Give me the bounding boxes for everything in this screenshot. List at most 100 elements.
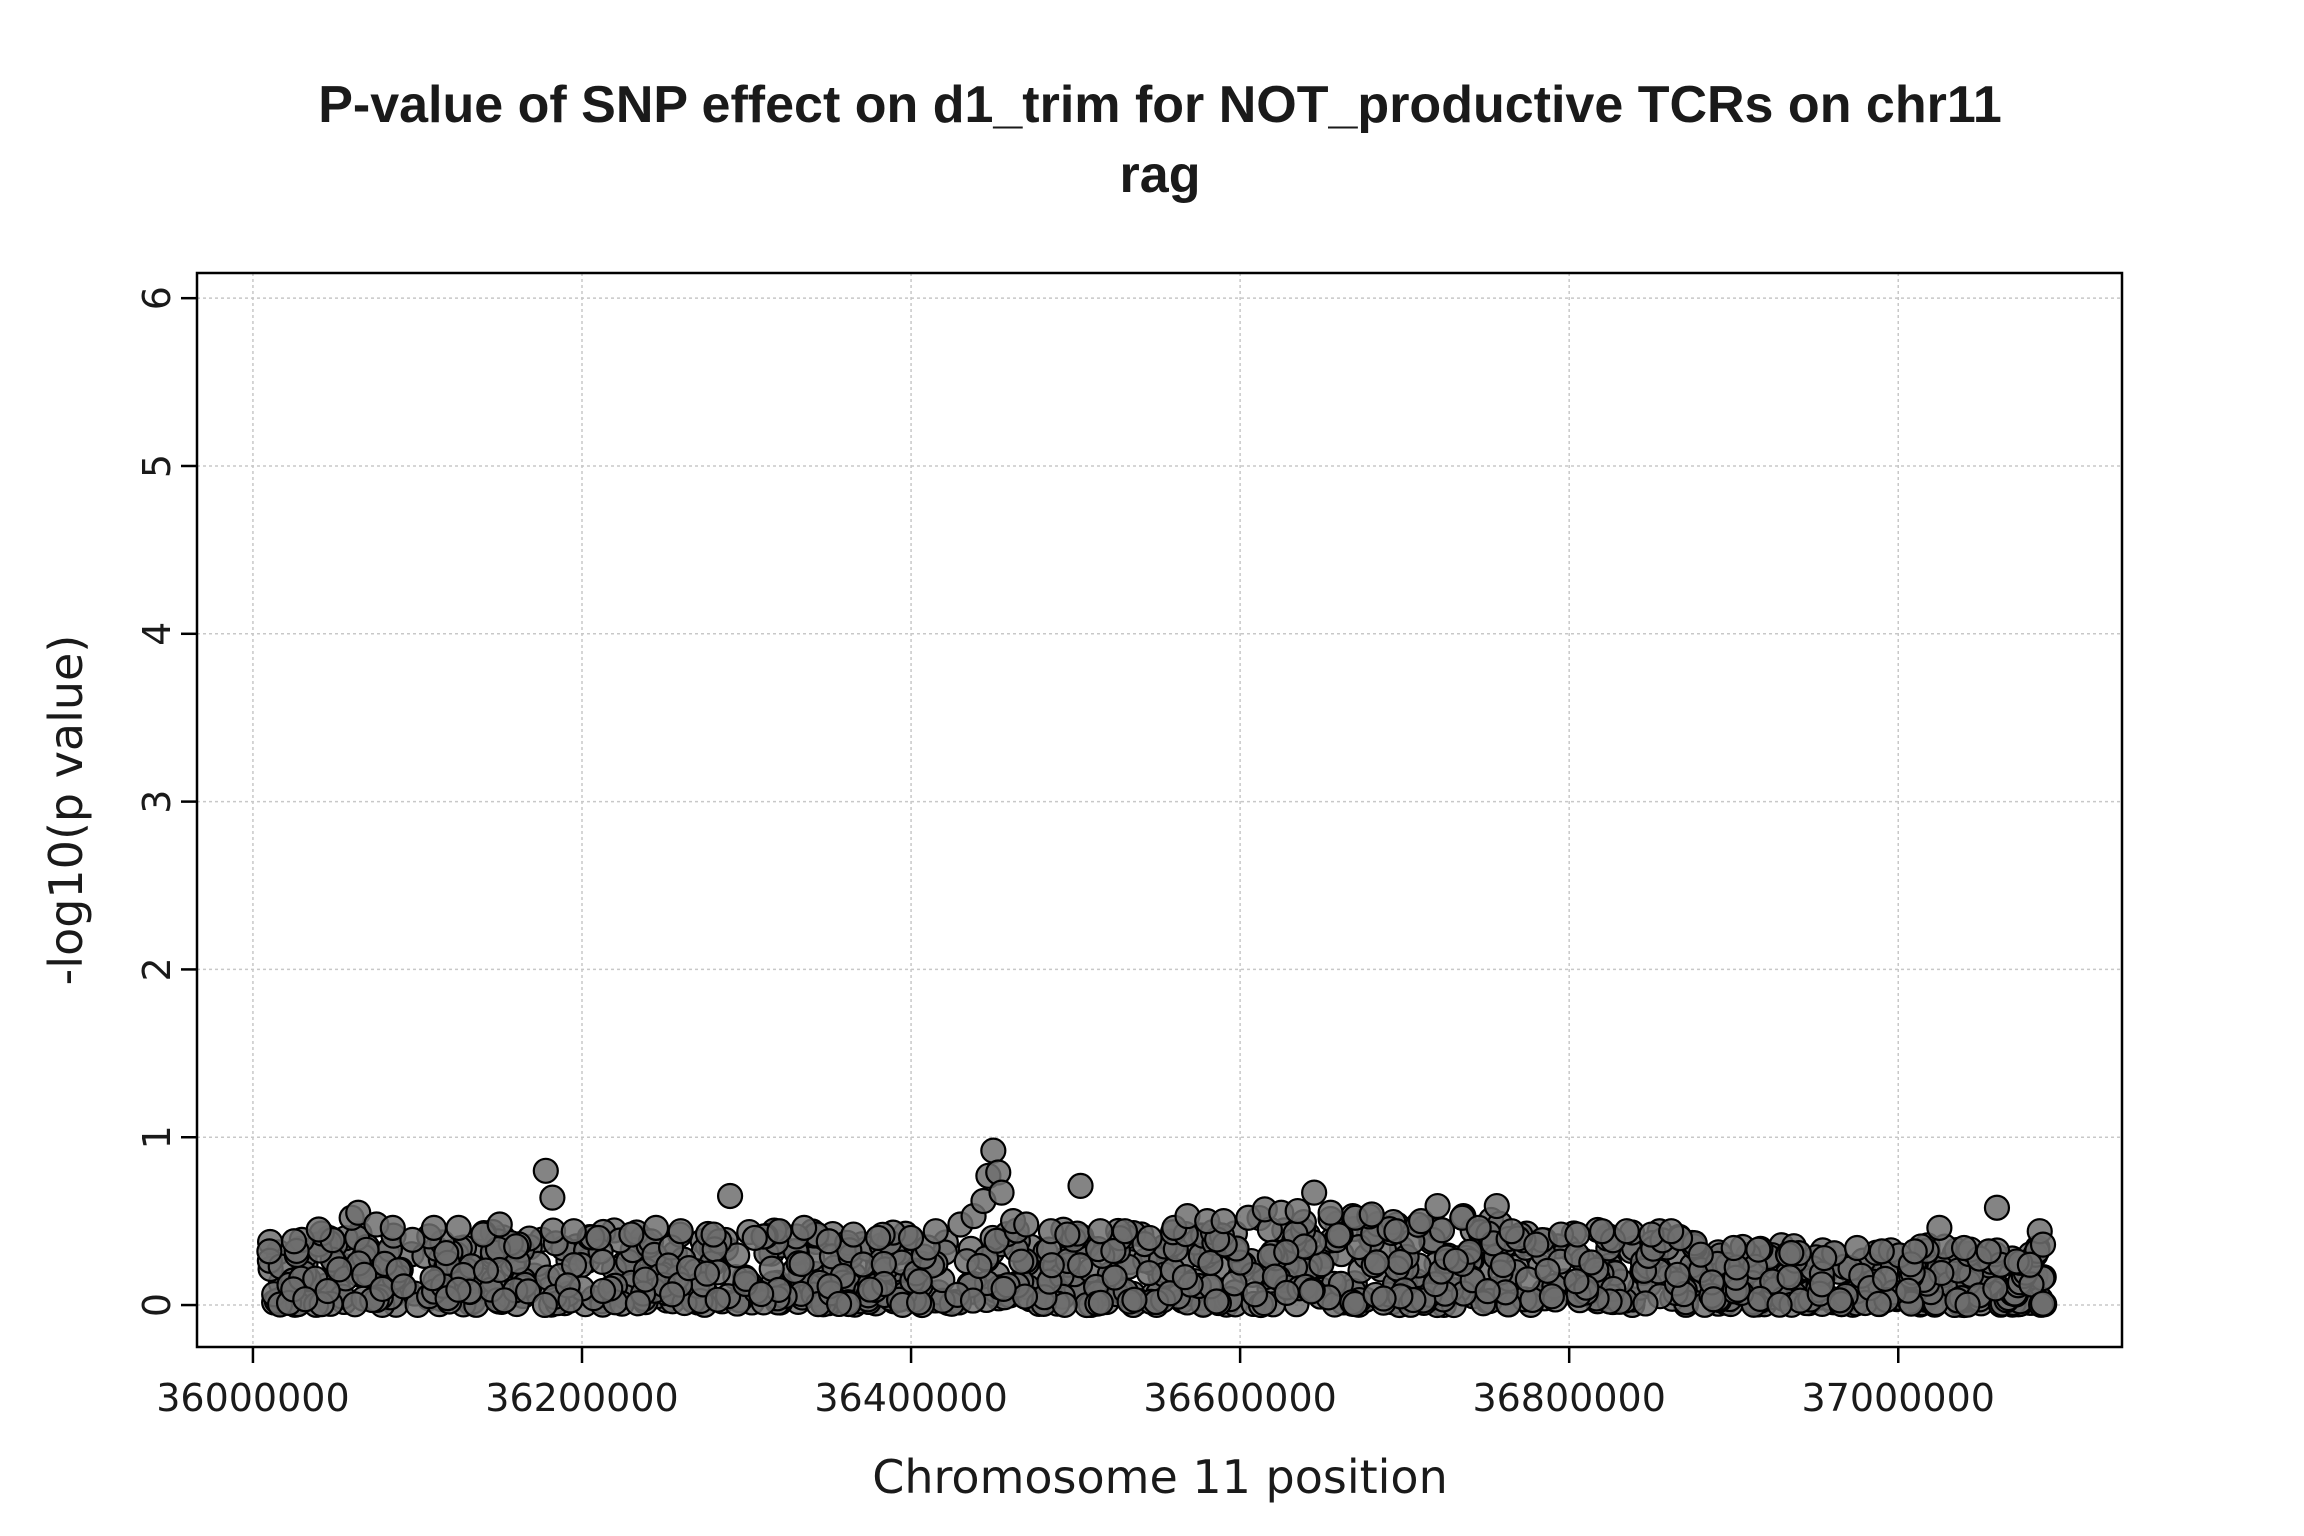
data-point xyxy=(379,1214,406,1241)
data-point xyxy=(486,1211,513,1238)
y-tick-label: 6 xyxy=(135,286,179,310)
data-point xyxy=(445,1276,472,1303)
data-point xyxy=(1954,1291,1981,1318)
data-point xyxy=(1317,1199,1344,1226)
x-tick-label: 36800000 xyxy=(1472,1376,1665,1420)
data-point xyxy=(390,1273,417,1300)
data-point xyxy=(2029,1231,2057,1258)
data-point xyxy=(1408,1208,1435,1235)
data-point xyxy=(341,1291,369,1318)
data-point xyxy=(1868,1238,1895,1265)
data-point xyxy=(1865,1290,1892,1317)
data-point xyxy=(704,1286,731,1313)
data-point xyxy=(1578,1249,1605,1276)
data-point xyxy=(1613,1218,1640,1245)
data-point xyxy=(472,1257,500,1284)
data-point xyxy=(1872,1265,1899,1292)
x-tick-label: 36000000 xyxy=(156,1376,349,1420)
data-point xyxy=(539,1184,566,1211)
data-point xyxy=(1700,1286,1727,1313)
data-point xyxy=(433,1239,460,1267)
data-point xyxy=(557,1287,584,1314)
data-point xyxy=(624,1290,651,1317)
data-point xyxy=(351,1261,378,1288)
data-point xyxy=(1766,1291,1793,1318)
data-point xyxy=(1895,1277,1922,1304)
data-point xyxy=(1632,1290,1659,1317)
data-point xyxy=(1465,1214,1492,1241)
data-point xyxy=(280,1228,308,1255)
data-point xyxy=(1489,1251,1517,1279)
grid-lines xyxy=(197,273,2122,1347)
data-point xyxy=(1808,1271,1835,1298)
y-tick-label: 2 xyxy=(135,957,179,981)
y-tick-label: 4 xyxy=(135,622,179,646)
y-axis-ticks: 0 1 2 3 4 5 6 xyxy=(135,286,197,1317)
data-point xyxy=(1474,1278,1501,1305)
data-points xyxy=(256,1137,2058,1319)
data-point xyxy=(560,1218,587,1245)
data-point xyxy=(1273,1239,1300,1266)
data-point xyxy=(1498,1218,1525,1245)
data-point xyxy=(825,1290,853,1318)
data-point xyxy=(1008,1248,1035,1275)
y-tick-label: 1 xyxy=(135,1125,179,1149)
data-point xyxy=(990,1275,1017,1302)
data-point xyxy=(1358,1201,1385,1228)
data-point xyxy=(1363,1249,1390,1276)
data-point xyxy=(1111,1218,1139,1245)
data-point xyxy=(314,1277,341,1305)
data-point xyxy=(1483,1192,1510,1220)
data-point xyxy=(419,1265,446,1292)
data-point xyxy=(788,1250,815,1278)
data-point xyxy=(1100,1237,1127,1265)
data-point xyxy=(1983,1194,2011,1221)
chart-title-line-1: P-value of SNP effect on d1_trim for NOT… xyxy=(318,76,2002,134)
data-point xyxy=(1171,1264,1199,1291)
data-point xyxy=(1067,1172,1094,1200)
y-tick-label: 3 xyxy=(135,790,179,814)
data-point xyxy=(589,1248,616,1276)
data-point xyxy=(1298,1278,1325,1305)
data-point xyxy=(1386,1248,1414,1276)
data-point xyxy=(959,1287,987,1314)
data-point xyxy=(1101,1264,1128,1291)
data-point xyxy=(1563,1268,1590,1295)
y-tick-label: 0 xyxy=(135,1293,179,1317)
data-point xyxy=(326,1256,353,1283)
data-point xyxy=(1442,1247,1469,1274)
data-point xyxy=(766,1218,793,1245)
data-point xyxy=(531,1291,558,1319)
data-point xyxy=(1564,1221,1591,1248)
data-point xyxy=(1424,1192,1451,1220)
data-point xyxy=(1013,1211,1040,1238)
data-point xyxy=(1811,1244,1838,1272)
x-tick-label: 36600000 xyxy=(1143,1376,1336,1420)
data-point xyxy=(1066,1252,1094,1279)
x-axis-label: Chromosome 11 position xyxy=(872,1450,1447,1504)
data-point xyxy=(292,1286,319,1313)
data-point xyxy=(922,1218,949,1245)
data-point xyxy=(1826,1287,1853,1314)
data-point xyxy=(1197,1249,1224,1277)
data-point xyxy=(667,1218,694,1245)
data-point xyxy=(420,1214,448,1241)
x-axis-ticks: 36000000 36200000 36400000 36600000 36800000… xyxy=(156,1347,1995,1420)
data-point xyxy=(1121,1286,1148,1313)
data-point xyxy=(897,1224,925,1252)
data-point xyxy=(1982,1275,2009,1302)
data-point xyxy=(906,1268,933,1295)
data-point xyxy=(514,1278,542,1305)
data-point xyxy=(1284,1197,1311,1225)
data-point xyxy=(589,1277,617,1305)
data-point xyxy=(1054,1221,1081,1248)
data-point xyxy=(1038,1252,1065,1279)
x-tick-label: 36200000 xyxy=(485,1376,678,1420)
data-point xyxy=(741,1224,768,1252)
data-point xyxy=(2029,1290,2057,1317)
data-point xyxy=(1658,1218,1685,1245)
data-point xyxy=(1273,1279,1300,1306)
x-tick-label: 36400000 xyxy=(814,1376,1007,1420)
data-point xyxy=(1203,1288,1230,1315)
